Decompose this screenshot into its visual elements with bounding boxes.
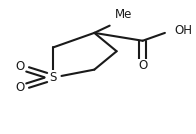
Text: O: O — [15, 81, 25, 94]
Text: OH: OH — [174, 24, 192, 37]
Text: O: O — [138, 59, 147, 72]
Text: Me: Me — [115, 8, 133, 21]
Text: S: S — [50, 71, 57, 84]
Text: O: O — [15, 60, 25, 74]
